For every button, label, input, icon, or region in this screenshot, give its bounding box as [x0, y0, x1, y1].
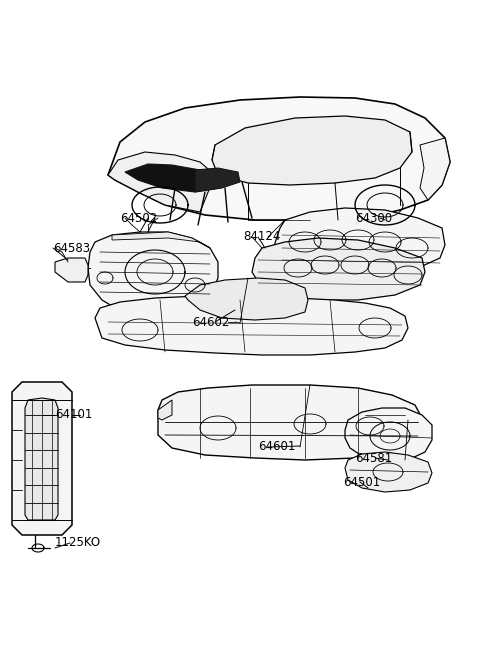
Text: 64581: 64581	[355, 451, 392, 464]
Polygon shape	[12, 382, 72, 535]
Polygon shape	[95, 296, 408, 355]
Polygon shape	[195, 168, 240, 192]
Text: 84124: 84124	[243, 230, 280, 243]
Text: 64101: 64101	[55, 409, 92, 422]
Polygon shape	[345, 452, 432, 492]
Polygon shape	[158, 385, 422, 460]
Text: 64300: 64300	[355, 211, 392, 224]
Polygon shape	[125, 164, 220, 192]
Text: 64602: 64602	[192, 316, 229, 329]
Polygon shape	[252, 238, 425, 300]
Polygon shape	[158, 400, 172, 420]
Polygon shape	[25, 398, 58, 520]
Polygon shape	[108, 152, 215, 212]
Text: 1125KO: 1125KO	[55, 537, 101, 550]
Polygon shape	[212, 116, 412, 185]
Text: 64502: 64502	[120, 211, 157, 224]
Polygon shape	[108, 97, 450, 220]
Polygon shape	[112, 232, 210, 248]
Text: 64601: 64601	[258, 440, 295, 453]
Text: 64583: 64583	[53, 241, 90, 255]
Polygon shape	[185, 278, 308, 320]
Polygon shape	[420, 138, 450, 200]
Polygon shape	[55, 258, 88, 282]
Polygon shape	[88, 232, 218, 314]
Polygon shape	[272, 208, 445, 278]
Text: 64501: 64501	[343, 476, 380, 489]
Polygon shape	[345, 408, 432, 462]
